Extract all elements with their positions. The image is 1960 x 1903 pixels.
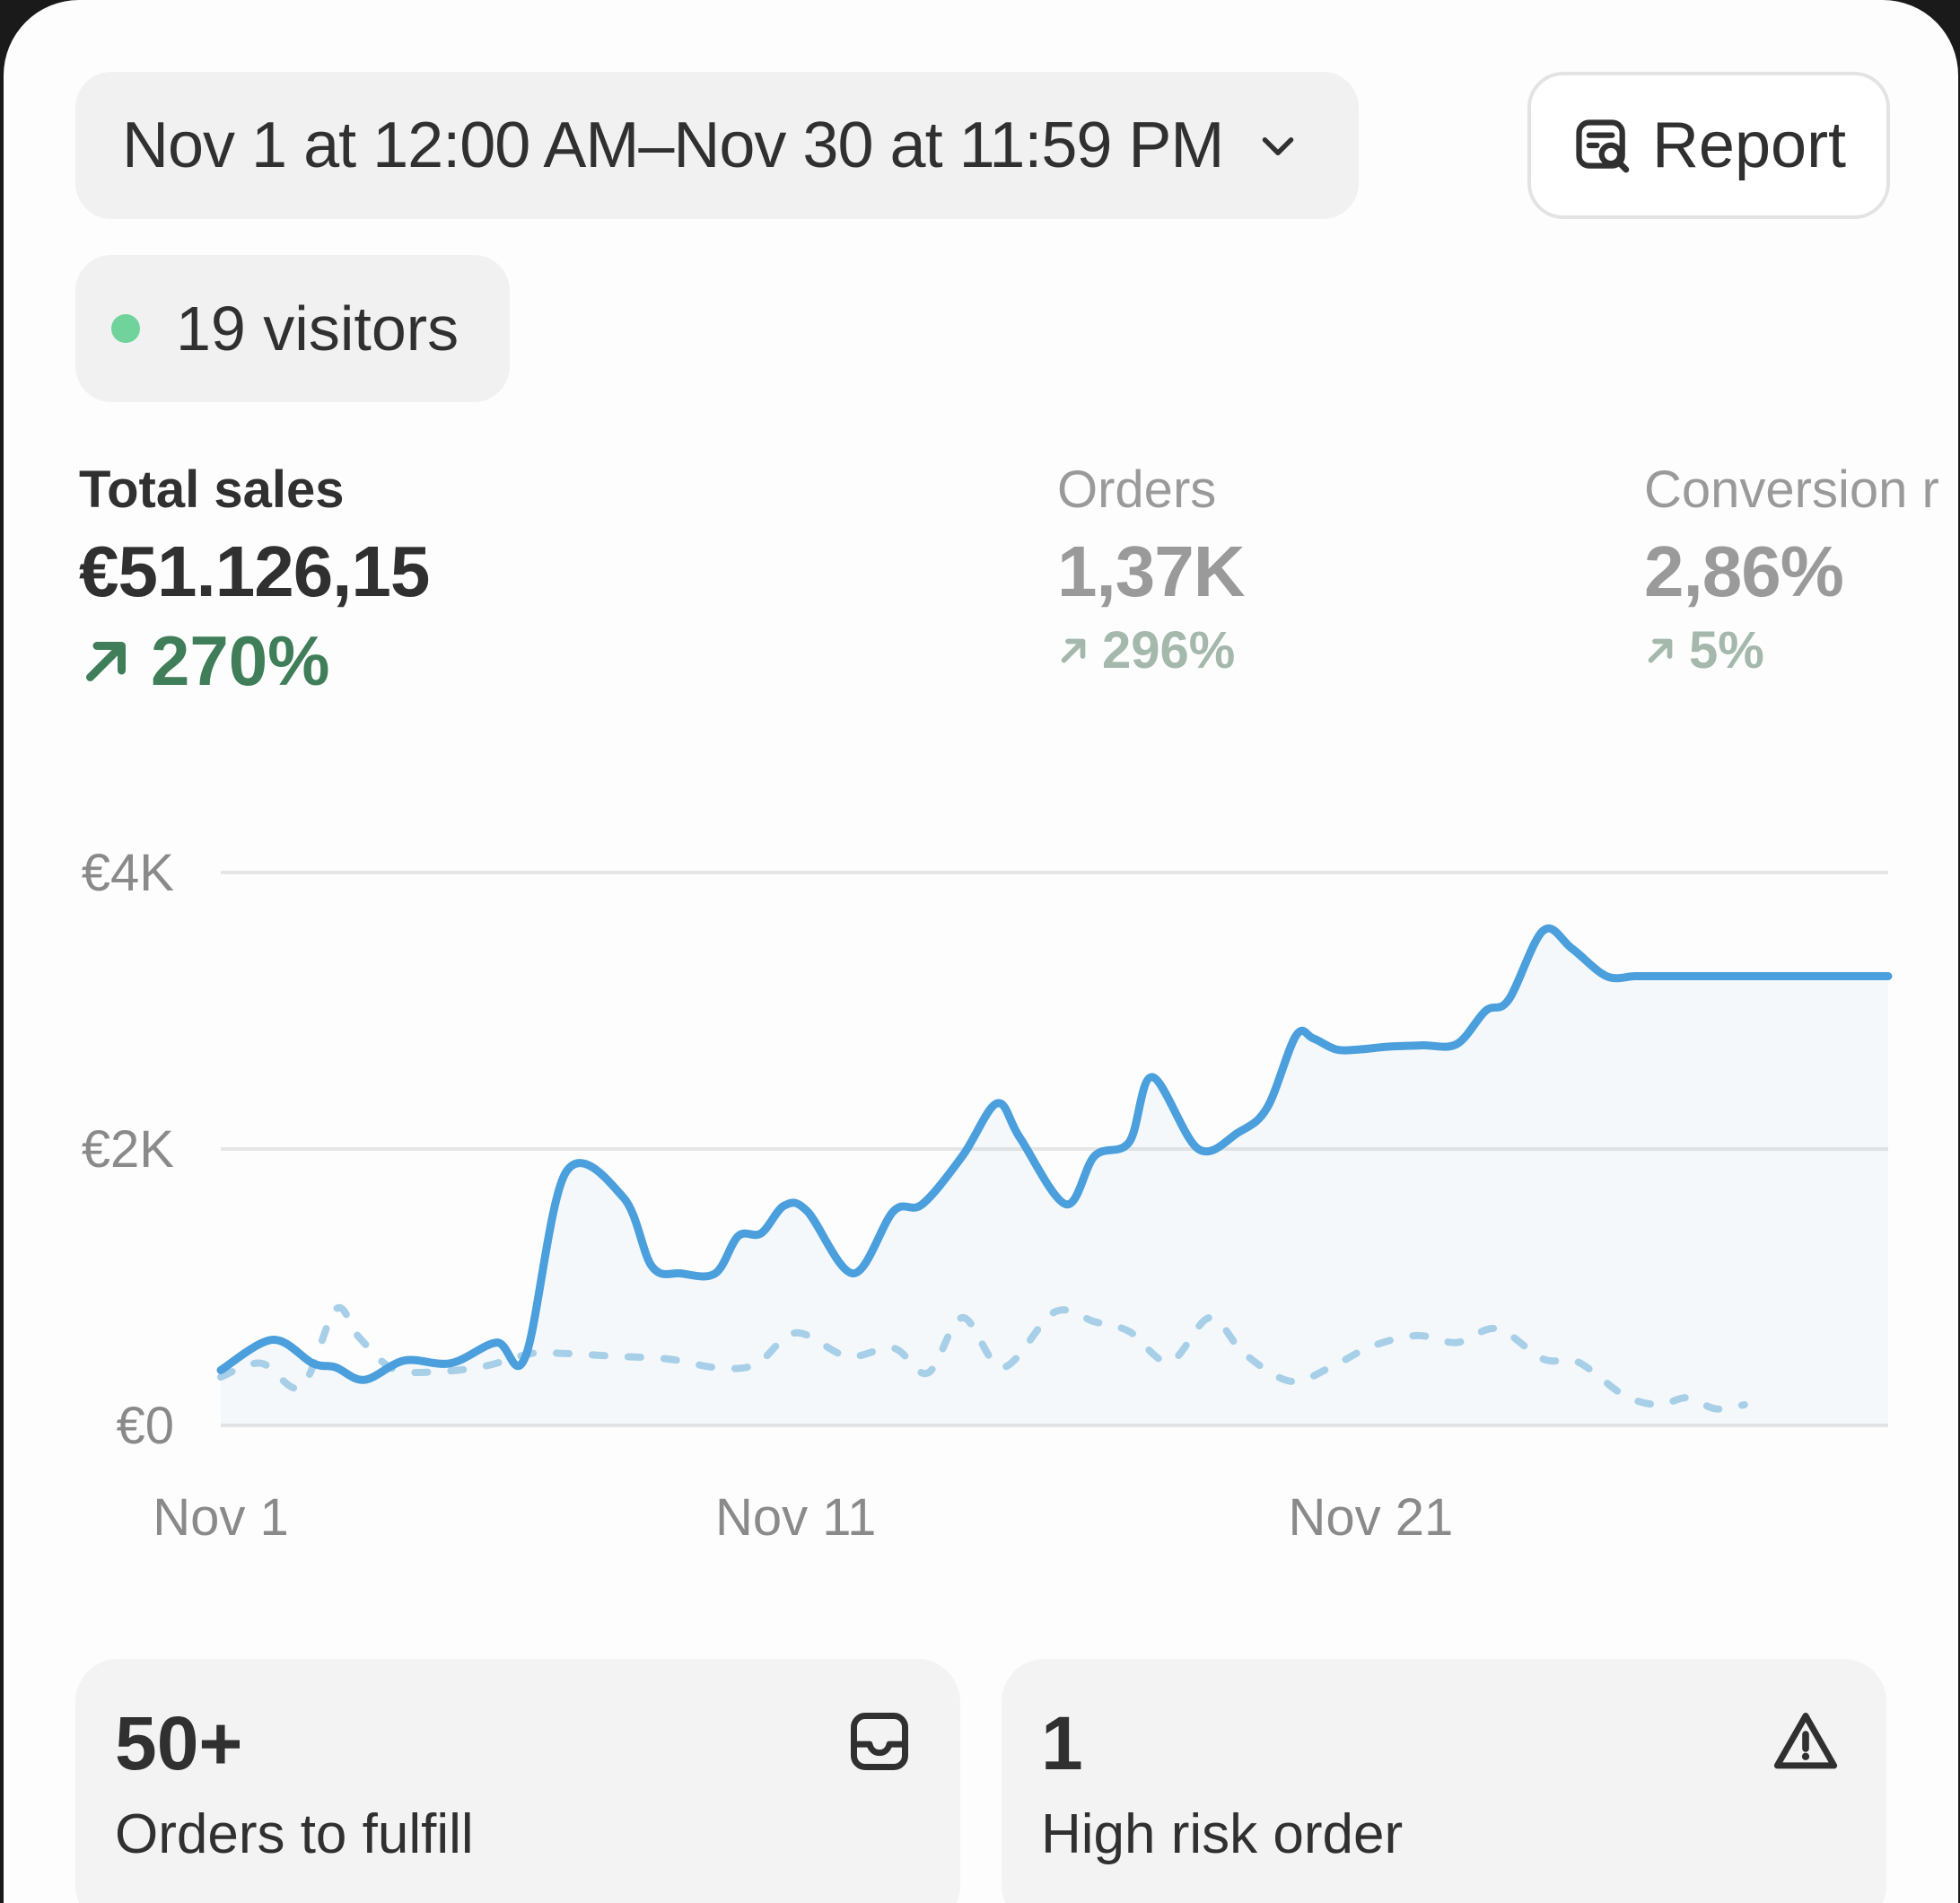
arrow-up-right-icon — [86, 641, 126, 681]
comparison-series-line — [217, 1303, 1748, 1413]
metric-conversion-change: 5% — [1644, 620, 1939, 680]
report-search-icon — [1571, 115, 1632, 176]
metric-total-sales-change-value: 270% — [151, 621, 330, 700]
y-tick-label: €2K — [82, 1120, 175, 1179]
x-tick-label: Nov 1 — [153, 1488, 289, 1547]
metric-total-sales-value: €51.126,15 — [79, 531, 430, 611]
metric-total-sales-change: 270% — [79, 620, 429, 702]
metric-total-sales[interactable]: Total sales €51.126,15 270% — [79, 460, 430, 702]
task-label: High risk order — [1041, 1803, 1404, 1865]
x-tick-label: Nov 11 — [715, 1488, 876, 1547]
metric-orders[interactable]: Orders 1,37K 296% — [1057, 460, 1245, 680]
metric-conversion-change-value: 5% — [1689, 621, 1764, 680]
y-tick-label: €4K — [82, 844, 175, 902]
date-range-selector[interactable]: Nov 1 at 12:00 AM–Nov 30 at 11:59 PM — [75, 72, 1359, 219]
task-card-high-risk-order[interactable]: 1 High risk order — [1002, 1659, 1886, 1903]
metric-conversion-value: 2,86% — [1644, 531, 1844, 611]
metric-orders-value: 1,37K — [1057, 531, 1245, 611]
live-status-dot — [111, 314, 140, 343]
series-area — [221, 928, 1888, 1425]
chevron-down-icon — [1256, 123, 1300, 168]
arrow-up-right-icon — [1648, 638, 1673, 662]
visitors-label: 19 visitors — [176, 294, 459, 364]
report-button[interactable]: Report — [1527, 72, 1890, 219]
date-range-label: Nov 1 at 12:00 AM–Nov 30 at 11:59 PM — [122, 110, 1224, 181]
metric-conversion-label: Conversion r — [1644, 460, 1939, 519]
inbox-icon — [851, 1713, 908, 1770]
sales-chart[interactable]: €0 €2K €4K Nov 1 Nov 11 Nov 21 — [4, 808, 1958, 1598]
arrow-up-right-icon — [1061, 638, 1086, 662]
dashboard-card: Nov 1 at 12:00 AM–Nov 30 at 11:59 PM Rep… — [4, 0, 1958, 1903]
task-count: 1 — [1041, 1701, 1083, 1785]
x-tick-label: Nov 21 — [1288, 1488, 1453, 1547]
y-tick-label: €0 — [116, 1397, 174, 1455]
live-visitors-badge[interactable]: 19 visitors — [75, 255, 510, 402]
report-button-label: Report — [1651, 110, 1847, 181]
task-card-orders-to-fulfill[interactable]: 50+ Orders to fulfill — [75, 1659, 960, 1903]
task-label: Orders to fulfill — [115, 1803, 474, 1865]
metric-conversion[interactable]: Conversion r 2,86% 5% — [1644, 460, 1939, 680]
metric-total-sales-label: Total sales — [79, 460, 345, 519]
metric-orders-change-value: 296% — [1102, 621, 1236, 680]
sales-series-line — [216, 924, 1893, 1384]
task-count: 50+ — [115, 1701, 243, 1785]
warning-icon — [1773, 1713, 1838, 1769]
metric-orders-label: Orders — [1057, 460, 1217, 519]
metric-orders-change: 296% — [1057, 620, 1244, 680]
